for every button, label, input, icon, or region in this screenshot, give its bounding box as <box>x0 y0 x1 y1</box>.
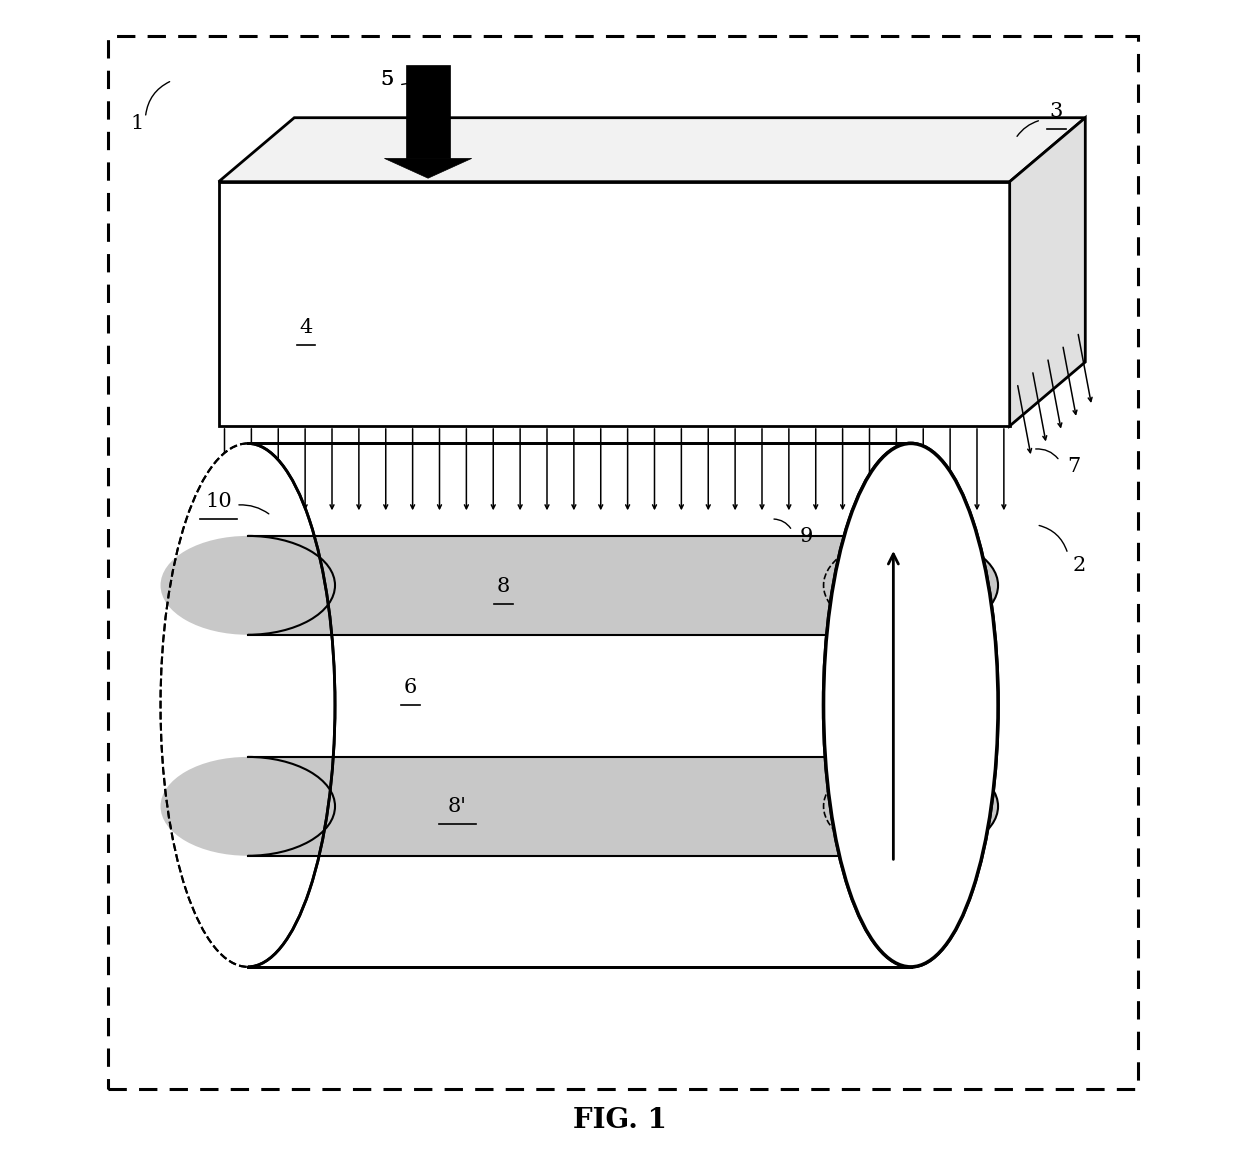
Text: 7: 7 <box>1068 457 1080 476</box>
Text: 8': 8' <box>448 796 466 816</box>
Polygon shape <box>218 118 1085 182</box>
Bar <box>248 536 911 634</box>
Bar <box>108 36 1137 1089</box>
Ellipse shape <box>160 443 335 967</box>
Ellipse shape <box>823 443 998 967</box>
Bar <box>248 757 911 856</box>
Text: 10: 10 <box>206 492 232 511</box>
Text: 2: 2 <box>1073 556 1086 575</box>
Ellipse shape <box>823 536 998 634</box>
Polygon shape <box>1009 118 1085 426</box>
Text: 8: 8 <box>497 577 511 596</box>
Polygon shape <box>384 159 471 178</box>
Ellipse shape <box>160 757 335 856</box>
Text: FIG. 1: FIG. 1 <box>573 1107 667 1133</box>
Ellipse shape <box>823 757 998 856</box>
Polygon shape <box>218 182 1009 426</box>
Text: 6: 6 <box>404 679 417 697</box>
Ellipse shape <box>823 443 998 967</box>
Polygon shape <box>405 65 450 159</box>
Text: 1: 1 <box>130 114 144 133</box>
Bar <box>248 443 911 967</box>
Ellipse shape <box>160 536 335 634</box>
Text: 9: 9 <box>800 527 812 546</box>
Text: 5: 5 <box>381 70 394 89</box>
Text: 5: 5 <box>381 70 394 89</box>
Text: 3: 3 <box>1049 103 1063 121</box>
Bar <box>248 443 911 967</box>
Text: 4: 4 <box>299 317 312 337</box>
